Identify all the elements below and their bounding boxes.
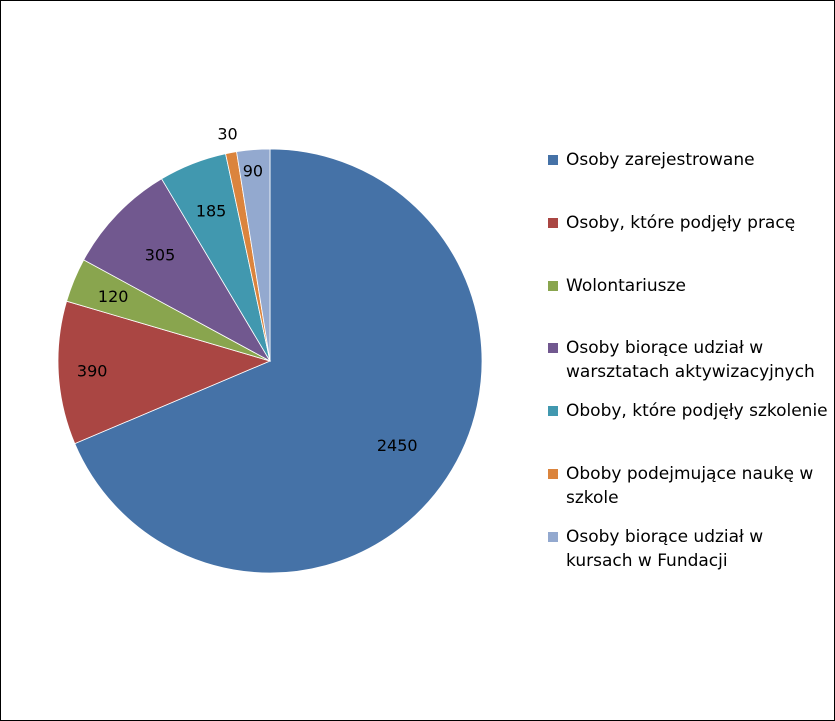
- legend-label: Wolontariusze: [566, 276, 686, 296]
- data-label-6: 30: [217, 124, 237, 143]
- data-label-1: 2450: [377, 436, 418, 455]
- legend-label: Osoby biorące udział w kursach w Fundacj…: [566, 527, 764, 571]
- data-label-7: 90: [243, 161, 263, 180]
- data-label-3: 120: [98, 287, 129, 306]
- legend-swatch: [548, 469, 558, 479]
- legend-swatch: [548, 218, 558, 228]
- data-label-4: 305: [145, 246, 176, 265]
- data-label-2: 390: [77, 362, 108, 381]
- legend-label: Osoby biorące udział w warsztatach aktyw…: [566, 338, 815, 382]
- pie-slices: [57, 148, 483, 574]
- legend-swatch: [548, 406, 558, 416]
- legend-label: Oboby podejmujące naukę w szkole: [566, 464, 814, 508]
- legend-swatch: [548, 343, 558, 353]
- pie-slice-1: [74, 148, 483, 574]
- legend-label: Osoby, które podjęły pracę: [566, 213, 796, 233]
- legend-swatch: [548, 281, 558, 291]
- legend-swatch: [548, 532, 558, 542]
- pie-slice-4: [83, 178, 272, 363]
- legend-label: Oboby, które podjęły szkolenie: [566, 401, 828, 421]
- legend-swatch: [548, 155, 558, 165]
- legend-label: Osoby zarejestrowane: [566, 150, 755, 170]
- data-label-5: 185: [196, 202, 227, 221]
- pie-slice-2: [57, 300, 272, 445]
- pie-slice-7: [236, 148, 271, 362]
- pie-data-labels: 2450 390 120 305 185 30 90: [77, 124, 418, 454]
